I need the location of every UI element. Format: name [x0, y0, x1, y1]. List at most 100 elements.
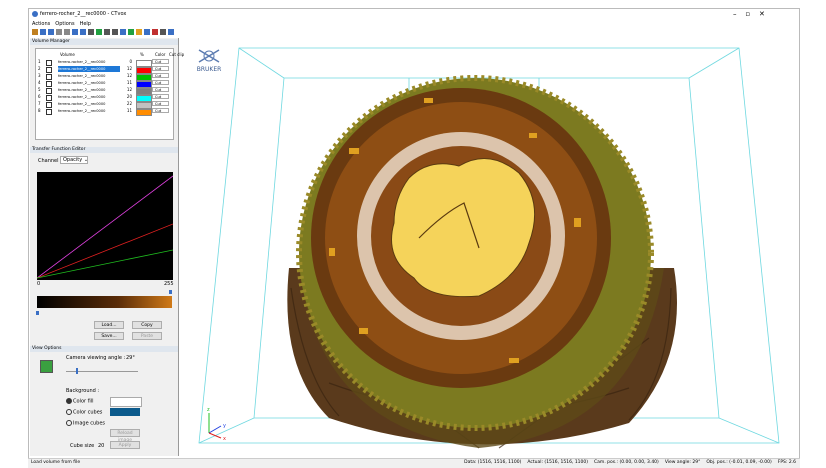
- table-row[interactable]: 7 ferrero-rocher_2__rec0000 22 Cut: [36, 101, 171, 109]
- percent: 11: [126, 80, 132, 85]
- status-message: Load volume from file: [31, 460, 81, 465]
- color-swatch: [136, 87, 152, 95]
- table-row[interactable]: 6 ferrero-rocher_2__rec0000 20 Cut: [36, 94, 171, 102]
- graph-bg: [37, 172, 173, 280]
- checkbox[interactable]: [46, 102, 52, 108]
- hazelnut: [391, 157, 536, 298]
- channel-label: Channel :: [38, 158, 62, 164]
- radio[interactable]: Color fill: [66, 398, 94, 405]
- tool-button[interactable]: [144, 29, 150, 35]
- menu-item[interactable]: Options: [55, 21, 75, 27]
- row-index: 7: [38, 101, 41, 106]
- tool-button[interactable]: [32, 29, 38, 35]
- panel-header: Volume Manager: [30, 39, 178, 45]
- button[interactable]: Copy: [132, 321, 162, 329]
- channel-value: Opacity: [63, 157, 83, 163]
- checkbox[interactable]: [46, 74, 52, 80]
- percent: 12: [126, 73, 132, 78]
- button[interactable]: Save...: [94, 332, 124, 340]
- color-gradient: [37, 296, 172, 308]
- tool-button[interactable]: [64, 29, 70, 35]
- menu-item[interactable]: Help: [79, 21, 91, 27]
- percent: 0: [129, 59, 132, 64]
- percent: 11: [126, 108, 132, 113]
- checkbox[interactable]: [46, 60, 52, 66]
- volume-name: ferrero-rocher_2__rec0000: [58, 95, 106, 99]
- tool-button[interactable]: [48, 29, 54, 35]
- status-field: Data: (1516, 1516, 1100): [464, 460, 522, 465]
- checkbox[interactable]: [46, 88, 52, 94]
- cube-size: 20: [98, 443, 105, 449]
- tool-button[interactable]: [168, 29, 174, 35]
- window-controls[interactable]: – ▫ ✕: [733, 10, 765, 18]
- gradient-handle[interactable]: [169, 290, 172, 294]
- cube-swatch[interactable]: [110, 408, 140, 416]
- table-row[interactable]: 4 ferrero-rocher_2__rec0000 11 Cut: [36, 80, 171, 88]
- table-row[interactable]: 3 ferrero-rocher_2__rec0000 12 Cut: [36, 73, 171, 81]
- clip-select[interactable]: Cut: [152, 94, 169, 99]
- cube-size-label: Cube size: [70, 443, 95, 449]
- menu-item[interactable]: Actions: [32, 21, 51, 27]
- menu-bar: Actions Options Help: [32, 21, 96, 27]
- checkbox[interactable]: [46, 81, 52, 87]
- status-fields: Data: (1516, 1516, 1100) Actual: (1516, 1…: [458, 460, 796, 465]
- radio-label: Color cubes: [73, 409, 103, 416]
- column-header: Color: [155, 52, 166, 57]
- tool-button[interactable]: [40, 29, 46, 35]
- gradient-handle[interactable]: [36, 311, 39, 315]
- clip-select[interactable]: Cut: [152, 73, 169, 78]
- status-field: Obj. pos.: (-0.01, 0.09, -0.00): [706, 460, 772, 465]
- tool-button[interactable]: [80, 29, 86, 35]
- table-row[interactable]: 5 ferrero-rocher_2__rec0000 12 Cut: [36, 87, 171, 95]
- axes-gizmo: x y z: [207, 407, 226, 442]
- clip-select[interactable]: Cut: [152, 80, 169, 85]
- volume-name: ferrero-rocher_2__rec0000: [58, 88, 106, 92]
- tool-button[interactable]: [96, 29, 102, 35]
- window-title: ferrero-rocher_2__rec0000 - CTvox: [40, 11, 127, 17]
- table-row[interactable]: 2 ferrero-rocher_2__rec0000 12 Cut: [36, 66, 171, 74]
- radio[interactable]: Color cubes: [66, 409, 102, 416]
- clip-select[interactable]: Cut: [152, 59, 169, 64]
- status-field: Cam. pos.: (0.00, 0.00, 3.40): [594, 460, 659, 465]
- button[interactable]: Load...: [94, 321, 124, 329]
- tool-button[interactable]: [160, 29, 166, 35]
- tool-button[interactable]: [72, 29, 78, 35]
- axis-min: 0: [37, 281, 41, 287]
- tool-button[interactable]: [88, 29, 94, 35]
- button[interactable]: Apply: [110, 441, 140, 449]
- tool-button[interactable]: [128, 29, 134, 35]
- volume-name: ferrero-rocher_2__rec0000: [58, 66, 120, 72]
- tool-button[interactable]: [136, 29, 142, 35]
- volume-name: ferrero-rocher_2__rec0000: [58, 109, 106, 113]
- axis-label: z: [207, 407, 210, 413]
- table-row[interactable]: 1 ferrero-rocher_2__rec0000 0 Cut: [36, 59, 171, 67]
- camera-angle: 29°: [126, 355, 135, 361]
- button[interactable]: Paste: [132, 332, 162, 340]
- radio-label: Color fill: [73, 398, 94, 405]
- opacity-line: [37, 223, 173, 279]
- fill-swatch[interactable]: [110, 397, 142, 407]
- radio[interactable]: Image cubes: [66, 420, 105, 427]
- tool-button[interactable]: [112, 29, 118, 35]
- table-row[interactable]: 8 ferrero-rocher_2__rec0000 11 Cut: [36, 108, 171, 116]
- slider-thumb[interactable]: [76, 368, 78, 374]
- tool-button[interactable]: [120, 29, 126, 35]
- checkbox[interactable]: [46, 95, 52, 101]
- tool-button[interactable]: [152, 29, 158, 35]
- button[interactable]: Reload image: [110, 429, 140, 443]
- clip-select[interactable]: Cut: [152, 108, 169, 113]
- tool-button[interactable]: [104, 29, 110, 35]
- status-field: FPS: 2.6: [777, 460, 796, 465]
- status-field: View angle: 29°: [664, 460, 701, 465]
- logo: BRUKER: [197, 49, 221, 73]
- radio-label: Image cubes: [73, 420, 106, 427]
- clip-select[interactable]: Cut: [152, 101, 169, 106]
- channel-select[interactable]: Opacity ⌄: [60, 156, 88, 164]
- clip-select[interactable]: Cut: [152, 66, 169, 71]
- checkbox[interactable]: [46, 67, 52, 73]
- tool-button[interactable]: [56, 29, 62, 35]
- clip-select[interactable]: Cut: [152, 87, 169, 92]
- checkbox[interactable]: [46, 109, 52, 115]
- panel-header: Transfer Function Editor: [30, 147, 178, 153]
- color-swatch: [136, 94, 152, 102]
